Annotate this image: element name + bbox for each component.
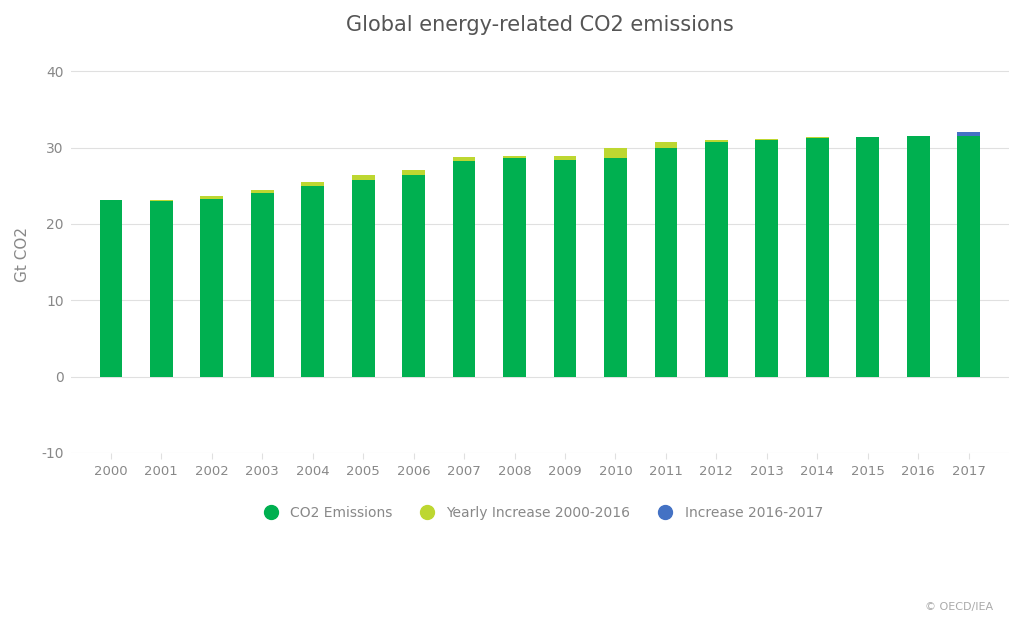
Bar xyxy=(251,190,273,193)
Bar xyxy=(301,186,324,376)
Y-axis label: Gt CO2: Gt CO2 xyxy=(15,227,30,282)
Legend: CO2 Emissions, Yearly Increase 2000-2016, Increase 2016-2017: CO2 Emissions, Yearly Increase 2000-2016… xyxy=(251,501,828,525)
Bar xyxy=(806,138,828,376)
Bar xyxy=(151,200,173,201)
Bar xyxy=(957,132,980,136)
Bar xyxy=(705,142,728,376)
Bar xyxy=(856,137,879,376)
Bar xyxy=(554,156,577,376)
Bar xyxy=(756,139,778,140)
Bar xyxy=(201,197,223,199)
Bar xyxy=(604,158,627,376)
Bar xyxy=(402,175,425,376)
Bar xyxy=(201,199,223,376)
Bar xyxy=(301,182,324,186)
Bar xyxy=(251,193,273,376)
Bar xyxy=(957,136,980,376)
Bar xyxy=(554,156,577,160)
Bar xyxy=(352,180,375,376)
Bar xyxy=(654,148,677,376)
Bar xyxy=(352,176,375,180)
Bar xyxy=(402,170,425,175)
Title: Global energy-related CO2 emissions: Global energy-related CO2 emissions xyxy=(346,15,733,35)
Bar xyxy=(151,201,173,376)
Bar xyxy=(604,148,627,158)
Text: © OECD/IEA: © OECD/IEA xyxy=(925,602,993,612)
Bar xyxy=(453,161,475,376)
Bar xyxy=(654,142,677,148)
Bar xyxy=(756,140,778,376)
Bar xyxy=(503,158,526,376)
Bar xyxy=(503,156,526,158)
Bar xyxy=(453,157,475,161)
Bar xyxy=(907,136,930,376)
Bar xyxy=(705,140,728,142)
Bar xyxy=(99,200,122,376)
